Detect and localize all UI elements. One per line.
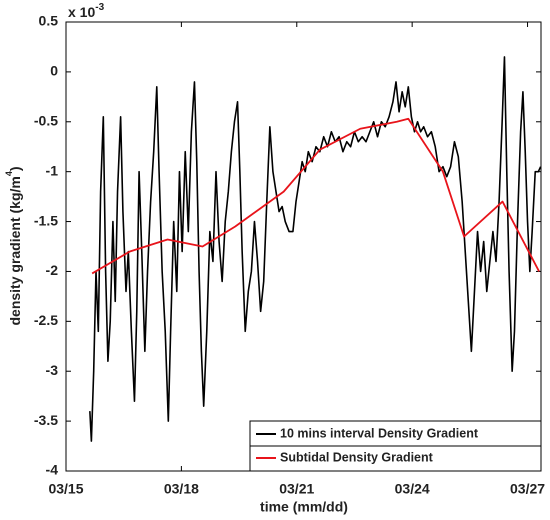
legend-label: 10 mins interval Density Gradient <box>280 426 479 440</box>
y-tick-label: -1.5 <box>34 212 58 228</box>
y-tick-label: -0.5 <box>34 112 58 128</box>
series-line <box>89 56 542 442</box>
legend: 10 mins interval Density Gradient Subtida… <box>249 420 542 472</box>
x-tick-label: 03/18 <box>164 481 199 497</box>
y-multiplier-base: x 10 <box>68 4 95 20</box>
y-tick-label: -3.5 <box>34 412 58 428</box>
y-tick-label: 0.5 <box>39 13 59 29</box>
y-tick-label: -4 <box>46 462 59 478</box>
series-line <box>91 117 540 275</box>
x-axis-label: time (mm/dd) <box>260 499 348 515</box>
y-tick-label: 0 <box>50 63 58 79</box>
y-multiplier-exponent: -3 <box>95 2 104 13</box>
x-tick-label: 03/27 <box>510 481 545 497</box>
y-tick-label: -2.5 <box>34 312 58 328</box>
x-tick-label: 03/24 <box>395 481 430 497</box>
y-axis-label: density gradient (kg/m4) <box>4 166 22 325</box>
y-label-end: ) <box>7 166 23 171</box>
legend-label: Subtidal Density Gradient <box>280 450 434 464</box>
y-multiplier: x 10-3 <box>68 2 105 20</box>
y-label-exponent: 4 <box>4 171 14 176</box>
y-label-text: density gradient (kg/m <box>7 176 23 325</box>
y-tick-label: -2 <box>46 262 59 278</box>
y-tick-label: -3 <box>46 362 59 378</box>
x-tick-label: 03/21 <box>279 481 314 497</box>
x-tick-label: 03/15 <box>48 481 83 497</box>
y-tick-label: -1 <box>46 162 59 178</box>
